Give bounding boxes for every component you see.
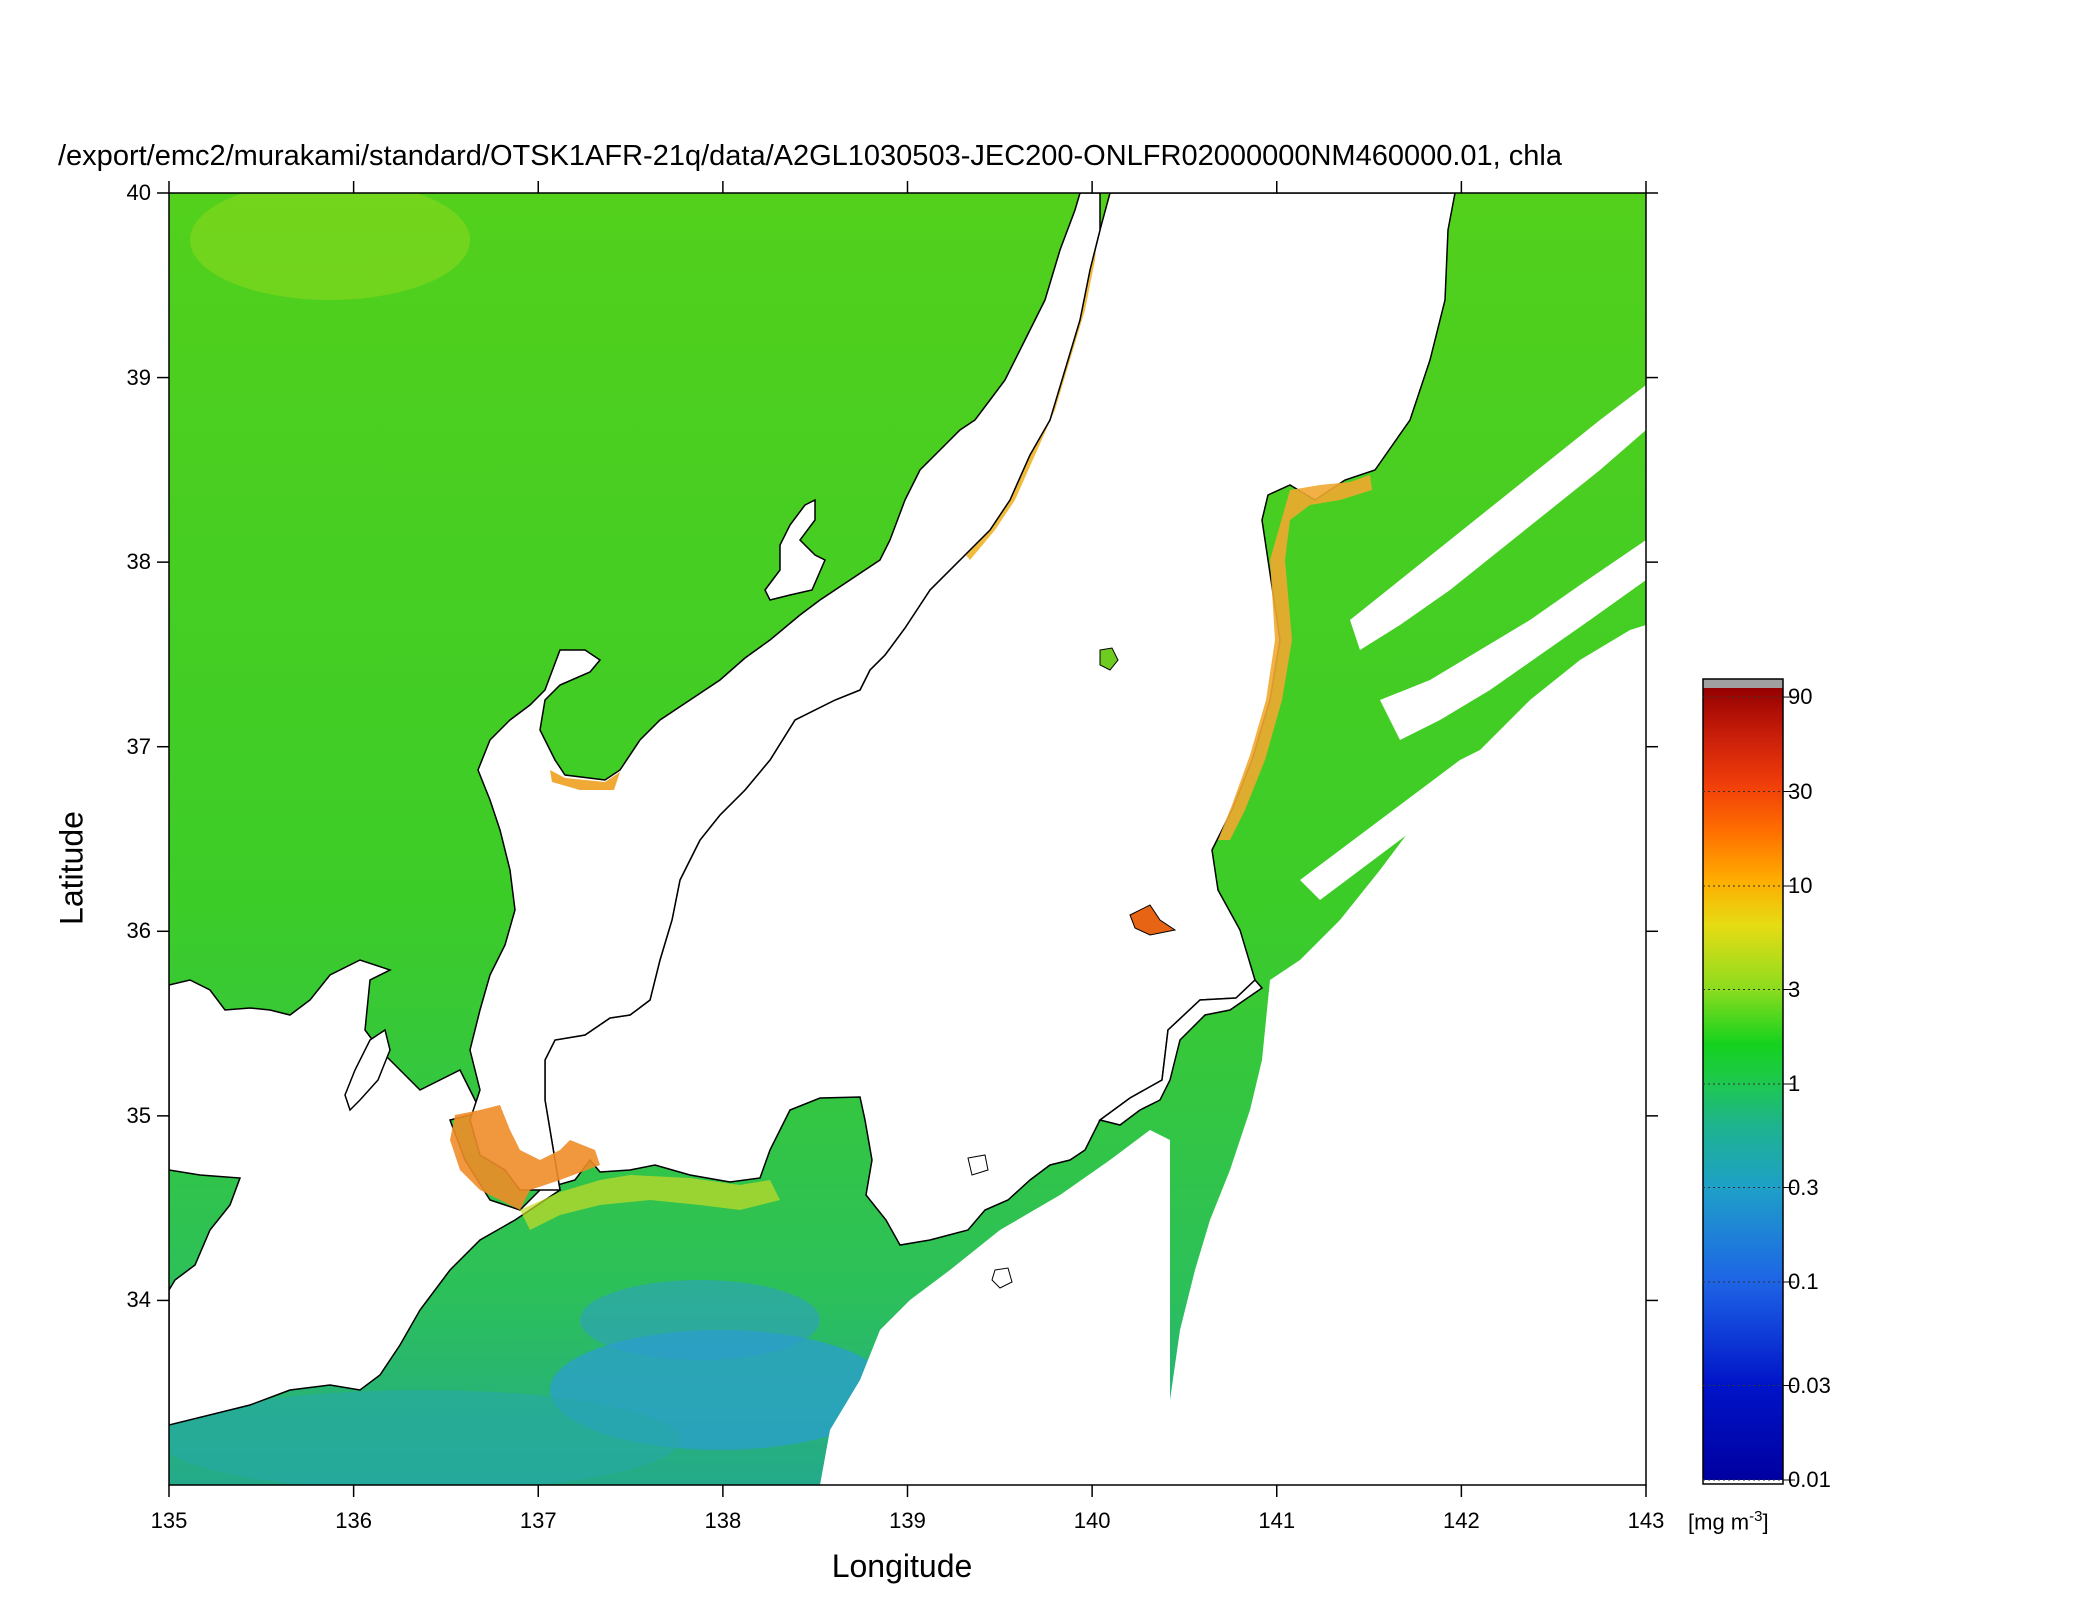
oki-island [1099, 647, 1119, 671]
x-tick-label: 136 [335, 1508, 372, 1533]
cloud-streak-3 [1300, 740, 1500, 900]
x-tick-label: 139 [889, 1508, 926, 1533]
colorbar-tick-label: 30 [1788, 778, 1813, 804]
colorbar-tick-label: 90 [1788, 684, 1813, 710]
y-tick-label: 35 [126, 1102, 151, 1128]
cloud-streak-1 [1350, 385, 1646, 650]
colorbar-tick-label: 3 [1788, 976, 1801, 1002]
colorbar-tick-label: 1 [1788, 1071, 1801, 1096]
ashikajima-island [1129, 904, 1177, 936]
cloud-mask-east [1170, 625, 1646, 1485]
y-tick-label: 36 [126, 918, 151, 944]
y-tick-label: 34 [126, 1287, 151, 1313]
colorbar-frame [1702, 678, 1784, 1485]
x-tick-label: 142 [1443, 1508, 1480, 1533]
colorbar-tick-label: 0.03 [1788, 1372, 1831, 1398]
frame-ticks [157, 181, 1658, 1497]
pacific-coastal-strip [520, 1175, 780, 1230]
y-tick-label: 39 [126, 364, 151, 390]
y-axis-label: Latitude [53, 811, 90, 925]
y-tick-label: 37 [126, 733, 151, 759]
ise-bay-bloom [450, 1105, 600, 1210]
x-axis-label: Longitude [831, 1548, 973, 1584]
cloud-mask-south [820, 1130, 1170, 1485]
miyake-island [967, 1154, 989, 1176]
colorbar-tick-label: 0.3 [1788, 1174, 1819, 1200]
toyama-fringe [550, 770, 620, 790]
y-tick-label: 40 [126, 180, 151, 205]
boso-land [1098, 978, 1264, 1126]
low-chla-patch-south [169, 1390, 680, 1485]
colorbar-tick-label: 0.01 [1788, 1467, 1831, 1492]
x-tick-label: 135 [150, 1508, 188, 1533]
colorbar-cap [1703, 679, 1783, 688]
awaji-island [344, 1028, 391, 1112]
x-tick-label: 140 [1073, 1508, 1111, 1533]
colorbar-ticks [1703, 696, 1795, 1481]
colorbar-tick-label: 10 [1788, 873, 1813, 898]
colorbar-tick-label: 0.1 [1788, 1269, 1819, 1294]
map-area [169, 193, 1646, 1485]
sado-island [764, 498, 826, 601]
coastal-fringe-niigata [1218, 475, 1372, 840]
x-tick-label: 143 [1627, 1508, 1665, 1533]
low-chla-patch-mid [580, 1280, 820, 1360]
x-tick-label: 137 [519, 1508, 557, 1533]
izu-island [991, 1267, 1013, 1289]
cloud-streak-2 [1380, 540, 1646, 740]
noto-peninsula [469, 193, 1101, 1191]
colorbar-unit: [mg m-3] [1688, 1508, 1769, 1535]
high-chla-patch [190, 193, 470, 300]
x-tick-label: 141 [1258, 1508, 1296, 1533]
y-tick-label: 38 [126, 549, 151, 575]
chart-title: /export/emc2/murakami/standard/OTSK1AFR-… [58, 140, 1562, 172]
x-tick-label: 138 [704, 1508, 742, 1533]
